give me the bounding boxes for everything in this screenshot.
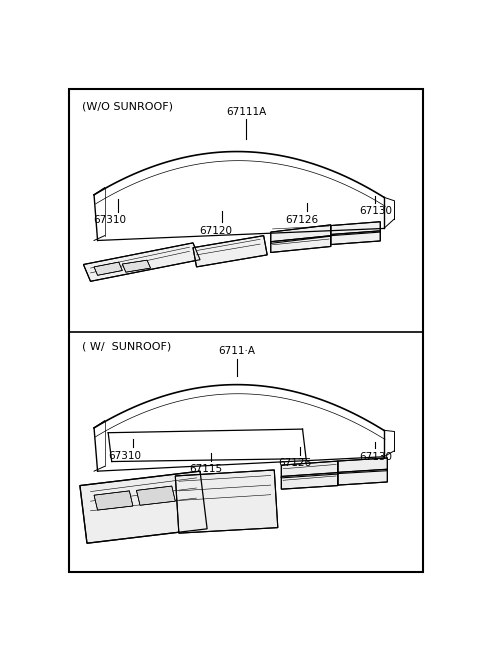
Polygon shape — [175, 470, 278, 533]
Text: 6711·A: 6711·A — [218, 346, 255, 356]
Polygon shape — [94, 491, 133, 510]
Polygon shape — [84, 243, 200, 281]
Text: 67310: 67310 — [108, 451, 142, 461]
Polygon shape — [122, 260, 151, 272]
Polygon shape — [281, 472, 338, 489]
Polygon shape — [136, 486, 175, 505]
Polygon shape — [271, 236, 331, 252]
Text: 67310: 67310 — [94, 215, 127, 225]
Text: ( W/  SUNROOF): ( W/ SUNROOF) — [83, 342, 171, 352]
Text: 67115: 67115 — [189, 464, 222, 474]
Polygon shape — [94, 262, 122, 275]
Polygon shape — [338, 469, 387, 485]
Polygon shape — [193, 236, 267, 267]
Text: 67130: 67130 — [359, 451, 392, 462]
Text: 67111A: 67111A — [226, 107, 266, 118]
Polygon shape — [331, 231, 380, 244]
Text: 67126: 67126 — [285, 215, 318, 225]
Polygon shape — [338, 458, 387, 474]
Text: 67130: 67130 — [359, 206, 392, 216]
Polygon shape — [331, 221, 380, 236]
Polygon shape — [80, 471, 207, 543]
FancyBboxPatch shape — [69, 89, 423, 572]
Text: 67126: 67126 — [278, 459, 312, 468]
Polygon shape — [281, 461, 338, 478]
Polygon shape — [271, 225, 331, 243]
Text: 67120: 67120 — [200, 225, 233, 236]
Text: (W/O SUNROOF): (W/O SUNROOF) — [83, 102, 173, 112]
